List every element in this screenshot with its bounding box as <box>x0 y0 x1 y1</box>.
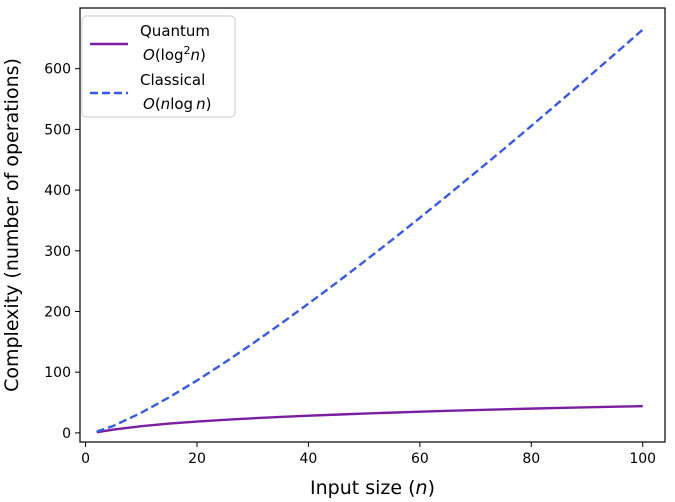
y-axis-ticks: 0 100 200 300 400 500 600 <box>44 62 80 442</box>
legend-classical-formula: O(nlog n) <box>143 95 211 113</box>
y-tick-label: 300 <box>44 244 71 260</box>
y-tick-label: 600 <box>44 62 71 78</box>
x-axis-title-prefix: Input size ( <box>310 477 416 499</box>
series-line-classical <box>96 28 644 433</box>
y-tick-label: 400 <box>44 183 71 199</box>
x-tick-label: 60 <box>411 451 429 467</box>
y-tick-label: 200 <box>44 304 71 320</box>
series-line-quantum <box>96 404 643 434</box>
x-tick-label: 100 <box>629 451 656 467</box>
legend-classical-label: Classical <box>140 71 205 89</box>
x-tick-label: 40 <box>300 451 318 467</box>
y-tick-label: 500 <box>44 122 71 138</box>
y-tick-label: 100 <box>44 365 71 381</box>
series-lines <box>96 28 644 434</box>
x-axis-title: Input size (n) <box>310 477 435 499</box>
legend-box <box>81 15 236 118</box>
legend: Quantum O(log2n) Classical O(nlog n) <box>81 15 236 118</box>
x-tick-label: 80 <box>522 451 540 467</box>
x-axis-ticks: 0 20 40 60 80 100 <box>81 442 656 467</box>
x-tick-label: 0 <box>81 451 90 467</box>
y-tick-label: 0 <box>62 426 71 442</box>
x-axis-title-suffix: ) <box>428 477 435 499</box>
y-axis-title: Complexity (number of operations) <box>1 58 23 392</box>
plot-frame <box>79 7 666 443</box>
x-tick-label: 20 <box>188 451 206 467</box>
x-axis-title-var: n <box>416 477 428 499</box>
legend-quantum-formula: O(log2n) <box>143 44 206 64</box>
legend-quantum-label: Quantum <box>140 22 210 40</box>
